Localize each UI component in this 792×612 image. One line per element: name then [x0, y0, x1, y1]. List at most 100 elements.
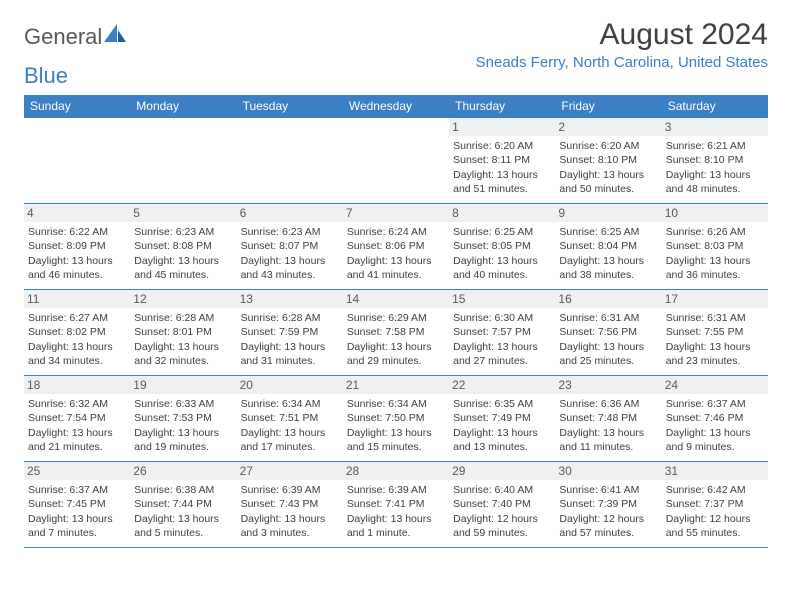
cell-d2: and 50 minutes. [559, 182, 657, 196]
cell-d1: Daylight: 13 hours [28, 254, 126, 268]
cell-d1: Daylight: 13 hours [28, 340, 126, 354]
day-number: 31 [662, 462, 768, 480]
day-number: 29 [449, 462, 555, 480]
cell-d2: and 19 minutes. [134, 440, 232, 454]
cell-d1: Daylight: 13 hours [559, 254, 657, 268]
cell-sr: Sunrise: 6:35 AM [453, 397, 551, 411]
cell-d1: Daylight: 13 hours [347, 512, 445, 526]
day-number: 8 [449, 204, 555, 222]
cell-ss: Sunset: 7:50 PM [347, 411, 445, 425]
col-friday: Friday [555, 95, 661, 118]
cell-d2: and 7 minutes. [28, 526, 126, 540]
calendar-body: 1Sunrise: 6:20 AMSunset: 8:11 PMDaylight… [24, 118, 768, 548]
cell-ss: Sunset: 7:55 PM [666, 325, 764, 339]
day-number: 24 [662, 376, 768, 394]
calendar-cell [343, 118, 449, 204]
cell-d2: and 32 minutes. [134, 354, 232, 368]
calendar-cell: 31Sunrise: 6:42 AMSunset: 7:37 PMDayligh… [662, 462, 768, 548]
calendar-cell: 15Sunrise: 6:30 AMSunset: 7:57 PMDayligh… [449, 290, 555, 376]
cell-d2: and 21 minutes. [28, 440, 126, 454]
day-number: 2 [555, 118, 661, 136]
cell-ss: Sunset: 7:41 PM [347, 497, 445, 511]
cell-ss: Sunset: 7:54 PM [28, 411, 126, 425]
cell-d2: and 34 minutes. [28, 354, 126, 368]
calendar-cell: 7Sunrise: 6:24 AMSunset: 8:06 PMDaylight… [343, 204, 449, 290]
cell-d2: and 36 minutes. [666, 268, 764, 282]
calendar-cell: 16Sunrise: 6:31 AMSunset: 7:56 PMDayligh… [555, 290, 661, 376]
day-number: 20 [237, 376, 343, 394]
cell-d2: and 25 minutes. [559, 354, 657, 368]
cell-d1: Daylight: 13 hours [453, 168, 551, 182]
cell-ss: Sunset: 7:44 PM [134, 497, 232, 511]
cell-sr: Sunrise: 6:22 AM [28, 225, 126, 239]
cell-d1: Daylight: 13 hours [28, 426, 126, 440]
location: Sneads Ferry, North Carolina, United Sta… [476, 54, 768, 71]
cell-d2: and 48 minutes. [666, 182, 764, 196]
col-tuesday: Tuesday [237, 95, 343, 118]
cell-d2: and 15 minutes. [347, 440, 445, 454]
col-monday: Monday [130, 95, 236, 118]
day-number: 21 [343, 376, 449, 394]
cell-sr: Sunrise: 6:29 AM [347, 311, 445, 325]
col-thursday: Thursday [449, 95, 555, 118]
cell-d2: and 23 minutes. [666, 354, 764, 368]
calendar-cell: 11Sunrise: 6:27 AMSunset: 8:02 PMDayligh… [24, 290, 130, 376]
calendar-cell: 28Sunrise: 6:39 AMSunset: 7:41 PMDayligh… [343, 462, 449, 548]
day-number: 12 [130, 290, 236, 308]
calendar-cell: 14Sunrise: 6:29 AMSunset: 7:58 PMDayligh… [343, 290, 449, 376]
cell-d1: Daylight: 13 hours [453, 340, 551, 354]
day-number: 14 [343, 290, 449, 308]
cell-d2: and 27 minutes. [453, 354, 551, 368]
cell-sr: Sunrise: 6:30 AM [453, 311, 551, 325]
cell-d2: and 51 minutes. [453, 182, 551, 196]
cell-d1: Daylight: 13 hours [241, 426, 339, 440]
day-number: 23 [555, 376, 661, 394]
cell-ss: Sunset: 8:10 PM [559, 153, 657, 167]
cell-d1: Daylight: 13 hours [134, 340, 232, 354]
calendar-cell: 27Sunrise: 6:39 AMSunset: 7:43 PMDayligh… [237, 462, 343, 548]
calendar-cell: 3Sunrise: 6:21 AMSunset: 8:10 PMDaylight… [662, 118, 768, 204]
cell-d2: and 46 minutes. [28, 268, 126, 282]
calendar-cell: 22Sunrise: 6:35 AMSunset: 7:49 PMDayligh… [449, 376, 555, 462]
cell-sr: Sunrise: 6:21 AM [666, 139, 764, 153]
calendar-cell: 5Sunrise: 6:23 AMSunset: 8:08 PMDaylight… [130, 204, 236, 290]
calendar-cell: 24Sunrise: 6:37 AMSunset: 7:46 PMDayligh… [662, 376, 768, 462]
logo-sail-icon [104, 24, 126, 50]
cell-ss: Sunset: 8:02 PM [28, 325, 126, 339]
cell-sr: Sunrise: 6:28 AM [241, 311, 339, 325]
cell-ss: Sunset: 8:09 PM [28, 239, 126, 253]
cell-ss: Sunset: 7:59 PM [241, 325, 339, 339]
cell-sr: Sunrise: 6:24 AM [347, 225, 445, 239]
day-number: 3 [662, 118, 768, 136]
cell-d1: Daylight: 13 hours [134, 254, 232, 268]
day-number: 11 [24, 290, 130, 308]
calendar-cell: 21Sunrise: 6:34 AMSunset: 7:50 PMDayligh… [343, 376, 449, 462]
cell-d2: and 45 minutes. [134, 268, 232, 282]
cell-d2: and 5 minutes. [134, 526, 232, 540]
cell-sr: Sunrise: 6:34 AM [241, 397, 339, 411]
cell-sr: Sunrise: 6:25 AM [559, 225, 657, 239]
cell-d2: and 13 minutes. [453, 440, 551, 454]
cell-d1: Daylight: 12 hours [453, 512, 551, 526]
title-block: August 2024 Sneads Ferry, North Carolina… [476, 18, 768, 71]
calendar-cell: 30Sunrise: 6:41 AMSunset: 7:39 PMDayligh… [555, 462, 661, 548]
cell-sr: Sunrise: 6:39 AM [241, 483, 339, 497]
day-number: 4 [24, 204, 130, 222]
calendar-cell: 20Sunrise: 6:34 AMSunset: 7:51 PMDayligh… [237, 376, 343, 462]
cell-sr: Sunrise: 6:38 AM [134, 483, 232, 497]
cell-d1: Daylight: 13 hours [559, 168, 657, 182]
cell-d2: and 3 minutes. [241, 526, 339, 540]
day-number: 30 [555, 462, 661, 480]
cell-d2: and 29 minutes. [347, 354, 445, 368]
day-number: 28 [343, 462, 449, 480]
cell-ss: Sunset: 7:45 PM [28, 497, 126, 511]
cell-sr: Sunrise: 6:40 AM [453, 483, 551, 497]
cell-ss: Sunset: 7:49 PM [453, 411, 551, 425]
cell-d1: Daylight: 13 hours [559, 426, 657, 440]
cell-ss: Sunset: 8:03 PM [666, 239, 764, 253]
cell-d1: Daylight: 13 hours [134, 512, 232, 526]
cell-d2: and 41 minutes. [347, 268, 445, 282]
day-number: 13 [237, 290, 343, 308]
page: General August 2024 Sneads Ferry, North … [0, 0, 792, 548]
cell-d1: Daylight: 13 hours [28, 512, 126, 526]
